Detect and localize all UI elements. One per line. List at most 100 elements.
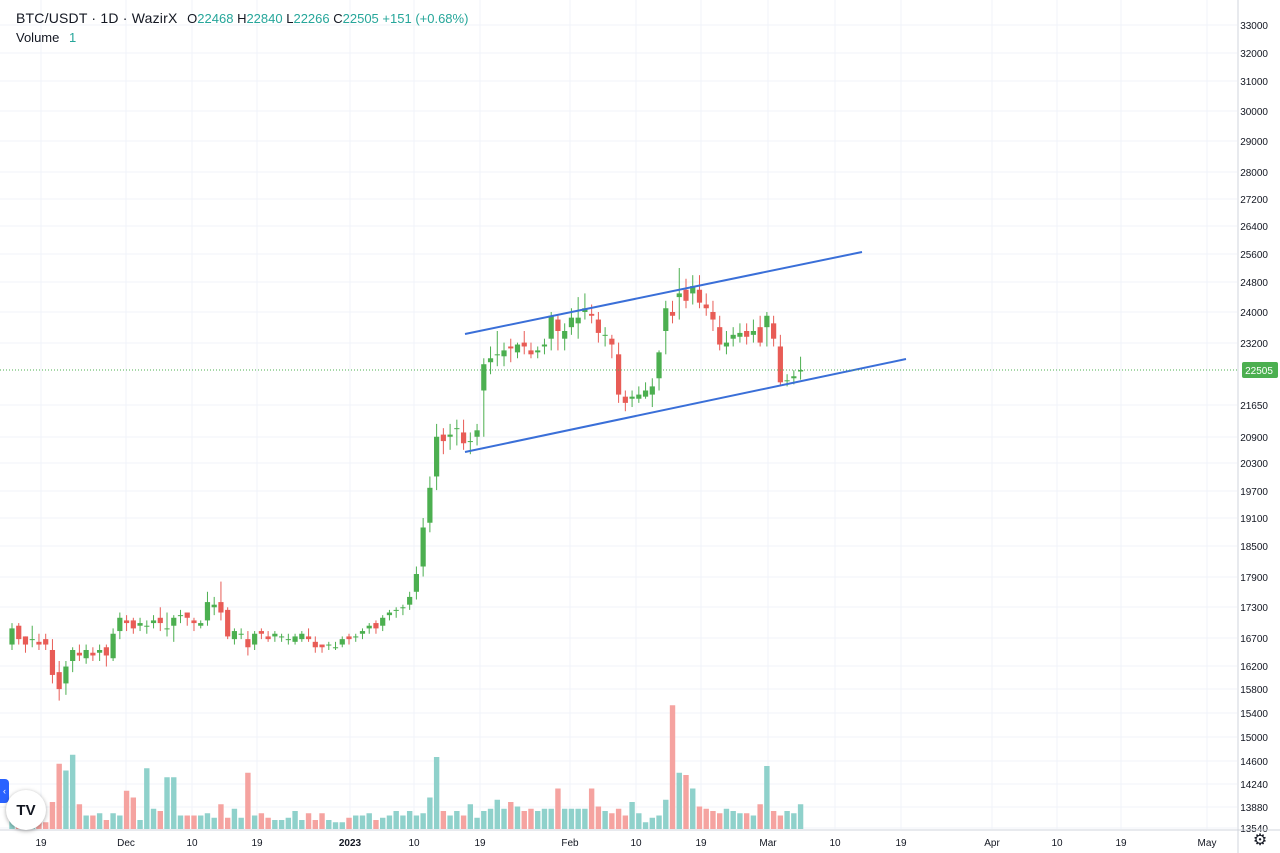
candle-body (312, 641, 318, 648)
candle-body (36, 641, 42, 645)
candle-body (70, 649, 76, 661)
candle-body (56, 672, 62, 690)
high-label: H (237, 11, 247, 26)
volume-bar (474, 817, 480, 829)
volume-label[interactable]: Volume (16, 30, 60, 45)
candle-body (393, 609, 399, 611)
candle-body (123, 620, 130, 624)
low-value: 22266 (293, 11, 330, 26)
volume-bar (568, 808, 575, 829)
candle-body (690, 286, 696, 294)
price-tick-label: 14600 (1240, 757, 1268, 768)
gear-icon[interactable]: ⚙ (1252, 832, 1268, 849)
price-tick-label: 24000 (1240, 308, 1268, 319)
volume-bar (447, 815, 453, 829)
volume-bar (420, 813, 426, 829)
volume-bar (676, 772, 682, 829)
volume-bar (454, 811, 460, 829)
volume-bar (717, 813, 723, 829)
channel-lower-trendline[interactable] (464, 358, 907, 453)
volume-bar (393, 811, 399, 829)
candle-body (636, 394, 642, 399)
candle-body (460, 432, 467, 444)
candle-body (49, 649, 56, 675)
volume-bar (285, 817, 292, 829)
candle-body (144, 625, 150, 627)
candle-body (83, 649, 89, 659)
price-tick-label: 21650 (1240, 401, 1268, 412)
side-panel-toggle-icon[interactable]: ‹ (0, 779, 9, 803)
candle-body (265, 636, 271, 640)
candle-body (16, 625, 22, 640)
time-tick-label: 19 (1115, 838, 1127, 849)
candle-body (487, 358, 494, 363)
candle-body (184, 612, 190, 618)
volume-bar (43, 822, 49, 829)
price-tick-label: 14240 (1240, 780, 1268, 791)
channel-upper-trendline[interactable] (464, 251, 863, 335)
price-tick-label: 15400 (1240, 709, 1268, 720)
price-tick-label: 17300 (1240, 603, 1268, 614)
high-value: 22840 (246, 11, 283, 26)
volume-bar (150, 808, 157, 829)
candle-body (346, 636, 352, 640)
candle-body (717, 327, 723, 345)
ohlc-values: O22468 H22840 L22266 C22505 +151 (+0.68%… (187, 11, 468, 26)
price-tick-label: 27200 (1240, 195, 1268, 206)
volume-bar (690, 788, 696, 829)
candle-body (669, 312, 676, 316)
candle-body (757, 327, 763, 343)
candle-body (642, 390, 649, 397)
volume-bar (460, 815, 467, 829)
volume-bar (380, 817, 386, 829)
volume-bar (224, 817, 231, 829)
time-tick-label: 10 (829, 838, 841, 849)
volume-bar (723, 808, 730, 829)
volume-bar (622, 815, 629, 829)
volume-bar (636, 813, 642, 829)
volume-bar (595, 806, 602, 829)
price-tick-label: 29000 (1240, 137, 1268, 148)
price-tick-label: 24800 (1240, 278, 1268, 289)
volume-bar (218, 804, 224, 829)
volume-bar (784, 811, 790, 829)
candle-body (272, 633, 278, 637)
time-tick-label: Mar (759, 838, 777, 849)
time-tick-label: Dec (117, 838, 135, 849)
volume-bar (326, 820, 332, 829)
volume-bar (184, 815, 190, 829)
volume-bar (656, 815, 662, 829)
volume-bar (413, 815, 420, 829)
volume-bar (555, 788, 561, 829)
candle-body (137, 623, 143, 626)
candle-body (150, 620, 157, 624)
volume-bar (770, 811, 777, 829)
last-price-tag (1242, 362, 1278, 379)
volume-bar (137, 820, 143, 829)
candle-body (595, 319, 601, 333)
symbol-title[interactable]: BTC/USDT · 1D · WazirX (16, 10, 178, 26)
open-value: 22468 (197, 11, 234, 26)
candle-body (622, 396, 628, 403)
volume-bar (238, 817, 244, 829)
candle-body (90, 652, 96, 656)
candle-body (521, 342, 527, 347)
price-tick-label: 19100 (1240, 514, 1268, 525)
volume-bar (575, 808, 581, 829)
candle-body (764, 315, 770, 328)
tradingview-logo[interactable]: TV (6, 790, 46, 830)
candle-body (292, 636, 298, 642)
volume-bar (305, 813, 312, 829)
change-value: +151 (+0.68%) (382, 11, 469, 26)
volume-bar (366, 813, 372, 829)
candle-body (784, 380, 790, 382)
volume-bar (123, 790, 130, 829)
price-tick-label: 17900 (1240, 573, 1268, 584)
candle-body (110, 633, 116, 659)
candle-body (514, 344, 521, 353)
candle-body (440, 434, 446, 442)
volume-bar (797, 804, 804, 829)
candle-body (238, 633, 244, 635)
candle-body (366, 625, 372, 629)
